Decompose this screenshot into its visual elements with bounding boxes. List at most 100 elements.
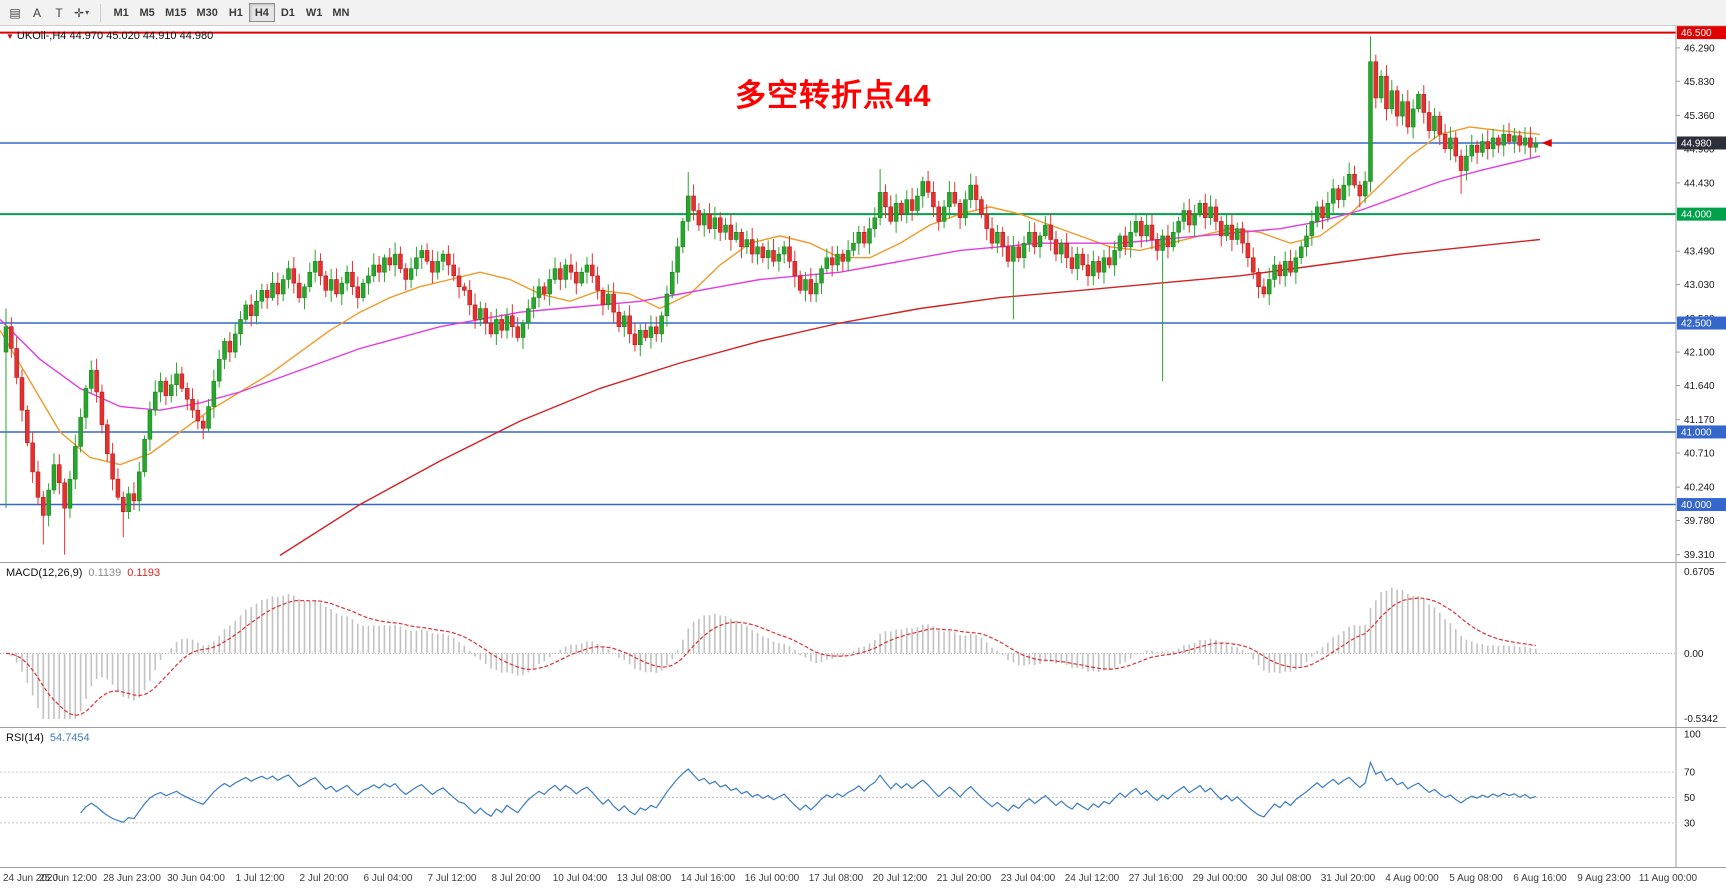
- candlestick-chart[interactable]: 46.29045.83045.36044.90044.43043.96043.4…: [0, 26, 1726, 562]
- timeframe-button-group: M1 M5 M15 M30 H1 H4 D1 W1 MN: [108, 3, 354, 22]
- svg-text:41.640: 41.640: [1684, 381, 1715, 392]
- svg-text:46.290: 46.290: [1684, 43, 1715, 54]
- time-label: 31 Jul 20:00: [1320, 873, 1376, 884]
- macd-signal-value: 0.1193: [127, 567, 161, 579]
- time-label: 10 Jul 04:00: [552, 873, 608, 884]
- time-label: 11 Aug 00:00: [1638, 873, 1698, 884]
- candlestick-series[interactable]: [3, 36, 1538, 555]
- time-label: 7 Jul 12:00: [427, 873, 477, 884]
- rsi-chart[interactable]: 100 70 50 30: [0, 728, 1726, 867]
- rsi-name: RSI(14): [6, 732, 44, 744]
- svg-text:40.000: 40.000: [1681, 500, 1712, 511]
- time-label: 27 Jul 16:00: [1128, 873, 1184, 884]
- time-label: 14 Jul 16:00: [680, 873, 736, 884]
- time-label: 2 Jul 20:00: [299, 873, 349, 884]
- fast-ma-line: [0, 126, 1541, 466]
- svg-text:44.430: 44.430: [1684, 178, 1715, 189]
- macd-signal-line: [5, 597, 1536, 716]
- time-label: 29 Jul 00:00: [1192, 873, 1248, 884]
- symbol-marker-icon: ▼: [6, 32, 14, 41]
- svg-text:43.030: 43.030: [1684, 280, 1715, 291]
- timeframe-button-h4[interactable]: H4: [248, 3, 275, 22]
- time-label: 30 Jul 08:00: [1256, 873, 1312, 884]
- svg-text:41.170: 41.170: [1684, 415, 1715, 426]
- time-label: 8 Jul 20:00: [491, 873, 541, 884]
- svg-text:-0.5342: -0.5342: [1684, 714, 1718, 725]
- svg-text:40.240: 40.240: [1684, 483, 1715, 494]
- timeframe-button-m30[interactable]: M30: [196, 6, 218, 19]
- crosshair-cursor-icon[interactable]: ✛ ▾: [74, 5, 90, 20]
- time-label: 16 Jul 00:00: [744, 873, 800, 884]
- svg-text:45.360: 45.360: [1684, 111, 1715, 122]
- timeframe-button-w1[interactable]: W1: [305, 6, 323, 19]
- time-axis[interactable]: 24 Jun 2020 25 Jun 12:00 28 Jun 23:00 30 Ju…: [0, 867, 1726, 892]
- chart-window-icon[interactable]: ▤: [9, 5, 21, 20]
- time-label: 21 Jul 20:00: [936, 873, 992, 884]
- timeframe-button-h1[interactable]: H1: [228, 6, 243, 19]
- main-price-panel[interactable]: 46.29045.83045.36044.90044.43043.96043.4…: [0, 26, 1726, 562]
- timeframe-button-mn[interactable]: MN: [332, 6, 350, 19]
- chart-area: 46.29045.83045.36044.90044.43043.96043.4…: [0, 26, 1726, 892]
- timeframe-button-m1[interactable]: M1: [113, 6, 129, 19]
- time-label: 24 Jun 2020: [3, 873, 59, 884]
- time-label: 25 Jun 12:00: [39, 873, 97, 884]
- time-label: 13 Jul 08:00: [616, 873, 672, 884]
- time-label: 6 Aug 16:00: [1513, 873, 1567, 884]
- current-price-arrow: [1541, 138, 1552, 147]
- timeframe-button-m15[interactable]: M15: [165, 6, 187, 19]
- svg-text:45.830: 45.830: [1684, 77, 1715, 88]
- moving-average-lines: [0, 126, 1541, 556]
- svg-text:46.500: 46.500: [1681, 28, 1712, 39]
- toolbar: ▤ A T ✛ ▾ M1 M5 M15 M30 H1 H4 D1 W1 MN: [0, 0, 1726, 26]
- time-label: 23 Jul 04:00: [1000, 873, 1056, 884]
- symbol-ohlc-label: ▼ UKOil-,H4 44.970 45.020 44.910 44.980: [6, 30, 213, 42]
- dropdown-caret-icon[interactable]: ▾: [85, 8, 90, 17]
- timeframe-button-d1[interactable]: D1: [280, 6, 295, 19]
- rsi-value: 54.7454: [49, 732, 90, 744]
- rsi-label: RSI(14) 54.7454: [6, 732, 90, 744]
- rsi-panel[interactable]: 100 70 50 30 RSI(14) 54.7454: [0, 727, 1726, 867]
- svg-text:40.710: 40.710: [1684, 449, 1715, 460]
- time-label: 5 Aug 08:00: [1449, 873, 1503, 884]
- timeframe-button-m5[interactable]: M5: [139, 6, 155, 19]
- rsi-line: [80, 760, 1536, 823]
- svg-text:70: 70: [1684, 768, 1696, 779]
- time-label: 1 Jul 12:00: [235, 873, 285, 884]
- svg-text:39.780: 39.780: [1684, 516, 1715, 527]
- time-label: 24 Jul 12:00: [1064, 873, 1120, 884]
- time-label: 30 Jun 04:00: [167, 873, 225, 884]
- svg-text:50: 50: [1684, 793, 1696, 804]
- time-label: 6 Jul 04:00: [363, 873, 413, 884]
- svg-text:100: 100: [1684, 730, 1701, 741]
- slow-ma-line: [279, 238, 1541, 556]
- time-label: 9 Aug 23:00: [1577, 873, 1631, 884]
- macd-main-value: 0.1139: [88, 567, 122, 579]
- annotation-text-icon[interactable]: A: [32, 5, 41, 20]
- svg-text:0.00: 0.00: [1684, 649, 1704, 660]
- time-label: 28 Jun 23:00: [103, 873, 161, 884]
- macd-panel[interactable]: 0.6705 0.00 -0.5342 MACD(12,26,9) 0.1139 0.1…: [0, 562, 1726, 727]
- macd-name: MACD(12,26,9): [6, 567, 83, 579]
- time-label: 17 Jul 08:00: [808, 873, 864, 884]
- svg-text:42.500: 42.500: [1681, 319, 1712, 330]
- time-label: 4 Aug 00:00: [1385, 873, 1439, 884]
- svg-text:44.000: 44.000: [1681, 210, 1712, 221]
- svg-text:39.310: 39.310: [1684, 550, 1715, 561]
- price-grid: 46.29045.83045.36044.90044.43043.96043.4…: [1676, 43, 1715, 561]
- svg-text:44.900: 44.900: [1684, 144, 1715, 155]
- svg-text:42.100: 42.100: [1684, 348, 1715, 359]
- macd-label: MACD(12,26,9) 0.1139 0.1193: [6, 567, 160, 579]
- toolbar-separator: [100, 3, 102, 22]
- medium-ma-line: [0, 155, 1541, 411]
- macd-histogram: [10, 587, 1537, 719]
- macd-chart[interactable]: 0.6705 0.00 -0.5342: [0, 563, 1726, 727]
- chart-annotation-text[interactable]: 多空转折点44: [735, 78, 932, 113]
- svg-text:41.000: 41.000: [1681, 427, 1712, 438]
- svg-text:0.6705: 0.6705: [1684, 567, 1715, 578]
- toolbar-icon-group: ▤ A T ✛ ▾: [4, 3, 93, 23]
- text-label-icon[interactable]: T: [55, 5, 63, 20]
- svg-text:30: 30: [1684, 818, 1696, 829]
- time-label: 20 Jul 12:00: [872, 873, 928, 884]
- svg-text:43.490: 43.490: [1684, 247, 1715, 258]
